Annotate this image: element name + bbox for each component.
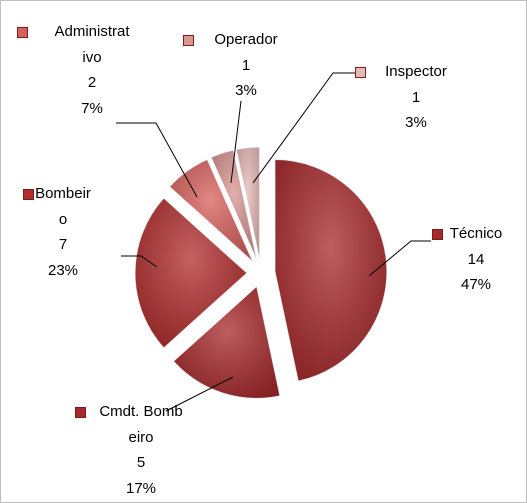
slice-shade <box>134 198 247 348</box>
value-label: 5 <box>136 454 146 471</box>
percent-label: 17% <box>125 479 157 497</box>
legend-marker <box>23 189 34 200</box>
leader-line <box>165 376 234 412</box>
value-label: 1 <box>411 88 421 106</box>
category-name: Inspector <box>385 63 447 80</box>
category-name: Administrativo <box>54 23 130 66</box>
data-label: Cmdt. Bombeiro 5 17% <box>96 399 186 501</box>
leader-line <box>116 122 198 198</box>
leader-line <box>252 72 357 184</box>
data-label: Inspector 1 3% <box>371 59 461 136</box>
data-label: Administrativo 2 7% <box>53 19 131 121</box>
percent-label: 3% <box>405 114 427 131</box>
category-name: Técnico <box>449 225 503 242</box>
value-label: 14 <box>467 250 485 268</box>
slice-shade <box>173 286 280 399</box>
data-label: Operador 1 3% <box>206 27 286 104</box>
legend-marker <box>432 229 443 240</box>
percent-label: 7% <box>81 99 103 117</box>
legend-marker <box>17 27 28 38</box>
slice-shade <box>211 150 257 260</box>
legend-marker <box>183 35 194 46</box>
category-name: Operador <box>214 31 278 48</box>
leader-line <box>121 255 158 268</box>
percent-label: 23% <box>47 261 79 279</box>
data-label: Técnico 14 47% <box>441 221 511 298</box>
slice-shade <box>274 159 387 382</box>
value-label: 7 <box>58 236 68 253</box>
legend-marker <box>75 407 86 418</box>
leader-line <box>368 240 431 277</box>
data-label: Bombeiro 7 23% <box>31 181 95 283</box>
value-label: 2 <box>87 74 97 91</box>
value-label: 1 <box>241 56 251 74</box>
leader-line <box>230 100 242 184</box>
category-name: Cmdt. Bombeiro <box>99 403 183 446</box>
percent-label: 3% <box>235 82 257 99</box>
slice-shade <box>236 147 260 260</box>
percent-label: 47% <box>460 276 492 293</box>
legend-marker <box>355 67 366 78</box>
category-name: Bombeiro <box>35 185 91 228</box>
